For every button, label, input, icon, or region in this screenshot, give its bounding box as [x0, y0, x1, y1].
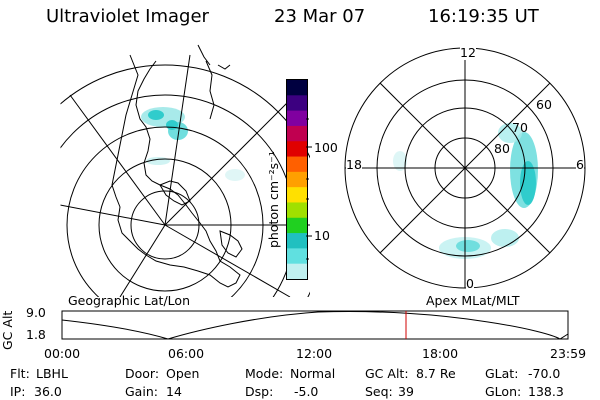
altitude-curve	[61, 311, 569, 340]
colorbar-tick-100: 100	[314, 140, 338, 155]
colorbar-band	[287, 141, 307, 158]
altitude-xtick-2359: 23:59	[550, 346, 587, 361]
dsp-label: Dsp:	[245, 384, 274, 399]
continent-outline	[111, 54, 241, 288]
lat-circle	[60, 64, 310, 297]
colorbar-band	[287, 217, 307, 234]
glat-value: -70.0	[528, 366, 561, 381]
colorbar-band	[287, 125, 307, 142]
filter-label: Flt:	[10, 366, 30, 381]
seq-value: 39	[398, 384, 414, 399]
ip-label: IP:	[10, 384, 26, 399]
colorbar-unit: photon cm⁻²s⁻¹	[266, 151, 281, 248]
mlt-label-6: 6	[576, 157, 584, 172]
colorbar-band	[287, 187, 307, 204]
apex-caption: Apex MLat/MLT	[426, 293, 520, 308]
door-value: Open	[166, 366, 200, 381]
mode-label: Mode:	[245, 366, 284, 381]
altitude-ytick-1-8: 1.8	[26, 327, 46, 342]
geographic-caption: Geographic Lat/Lon	[68, 293, 190, 308]
colorbar-band	[287, 156, 307, 173]
gc-alt-label: GC Alt:	[365, 366, 409, 381]
ip-value: 36.0	[34, 384, 62, 399]
gain-value: 14	[166, 384, 182, 399]
glon-value: 138.3	[528, 384, 564, 399]
mlat-label-80: 80	[494, 141, 510, 156]
header-time: 16:19:35 UT	[428, 6, 539, 27]
colorbar-band	[287, 233, 307, 249]
colorbar	[286, 79, 308, 280]
altitude-ylabel: GC Alt	[0, 310, 15, 350]
mode-value: Normal	[290, 366, 336, 381]
colorbar-band	[287, 110, 307, 127]
aurora-emission-left	[141, 107, 245, 181]
mlt-label-12: 12	[460, 45, 476, 60]
altitude-xtick-1200: 12:00	[296, 346, 333, 361]
altitude-xtick-0000: 00:00	[44, 346, 81, 361]
colorbar-band	[287, 171, 307, 188]
colorbar-band	[287, 202, 307, 219]
mlt-label-0: 0	[466, 276, 474, 291]
aurora-emission-right	[393, 123, 538, 259]
gc-alt-value: 8.7 Re	[416, 366, 456, 381]
glon-label: GLon:	[485, 384, 522, 399]
mlat-label-70: 70	[512, 120, 528, 135]
header-date: 23 Mar 07	[274, 6, 366, 27]
mlt-label-18: 18	[346, 157, 362, 172]
mlat-label-60: 60	[536, 97, 552, 112]
dsp-value: -5.0	[294, 384, 319, 399]
altitude-xtick-1800: 18:00	[422, 346, 459, 361]
altitude-xtick-0600: 06:00	[168, 346, 205, 361]
colorbar-gradient	[287, 80, 307, 279]
polar-mlat-mlt-plot	[344, 47, 586, 289]
header-title: Ultraviolet Imager	[46, 6, 209, 27]
colorbar-band	[287, 80, 307, 96]
colorbar-band	[287, 248, 307, 265]
colorbar-axis	[306, 118, 312, 260]
colorbar-band	[287, 95, 307, 112]
colorbar-tick-10: 10	[314, 228, 330, 243]
glat-label: GLat:	[485, 366, 519, 381]
filter-value: LBHL	[36, 366, 68, 381]
altitude-ytick-9: 9.0	[26, 305, 46, 320]
colorbar-band	[287, 263, 307, 279]
door-label: Door:	[125, 366, 160, 381]
altitude-plot	[61, 310, 569, 340]
gain-label: Gain:	[125, 384, 158, 399]
seq-label: Seq:	[365, 384, 393, 399]
